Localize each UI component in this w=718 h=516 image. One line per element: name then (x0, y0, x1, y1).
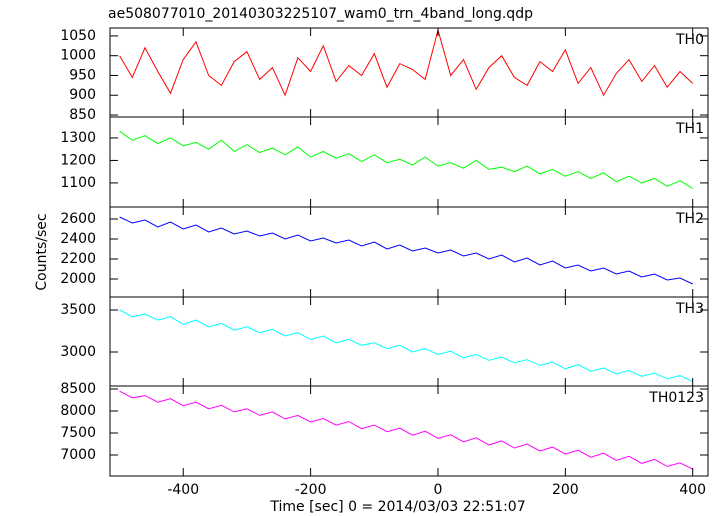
y-tick-label: 8500 (60, 381, 96, 397)
y-tick-label: 1000 (60, 48, 96, 64)
x-tick-label: 400 (679, 482, 706, 498)
y-tick-label: 900 (69, 87, 96, 103)
y-tick-label: 3000 (60, 344, 96, 360)
data-line (119, 130, 693, 190)
y-tick-label: 1300 (60, 130, 96, 146)
x-axis-label: Time [sec] 0 = 2014/03/03 22:51:07 (269, 499, 525, 515)
y-tick-label: 3500 (60, 302, 96, 318)
y-tick-label: 7000 (60, 447, 96, 463)
x-tick-label: 0 (434, 482, 443, 498)
panel-frame (109, 116, 709, 208)
data-line (119, 309, 693, 382)
y-tick-label: 850 (69, 107, 96, 123)
x-tick-label: 200 (552, 482, 579, 498)
panel-label: TH0123 (648, 390, 704, 406)
chart-title: ae508077010_20140303225107_wam0_trn_4ban… (108, 6, 533, 22)
panel-frame (109, 206, 709, 298)
panel-frame (109, 27, 709, 118)
y-axis-label: Counts/sec (34, 213, 50, 290)
y-tick-label: 1100 (60, 175, 96, 191)
data-line (119, 28, 694, 97)
panel-frame (109, 385, 709, 477)
panel-label: TH1 (675, 121, 704, 137)
y-tick-label: 2600 (60, 211, 96, 227)
data-line (119, 216, 693, 285)
y-tick-label: 1200 (60, 152, 96, 168)
panel-label: TH0 (675, 32, 704, 48)
panel-frame (109, 296, 709, 387)
y-tick-label: 8000 (60, 403, 96, 419)
y-tick-label: 7500 (60, 425, 96, 441)
panel-label: TH3 (675, 301, 704, 317)
x-tick-label: -200 (295, 482, 327, 498)
y-tick-label: 2200 (60, 251, 96, 267)
y-tick-label: 950 (69, 67, 96, 83)
x-tick-label: -400 (167, 482, 199, 498)
y-tick-label: 1050 (60, 28, 96, 44)
y-tick-label: 2000 (60, 271, 96, 287)
data-line (119, 390, 693, 470)
y-tick-label: 2400 (60, 231, 96, 247)
panel-label: TH2 (675, 211, 704, 227)
